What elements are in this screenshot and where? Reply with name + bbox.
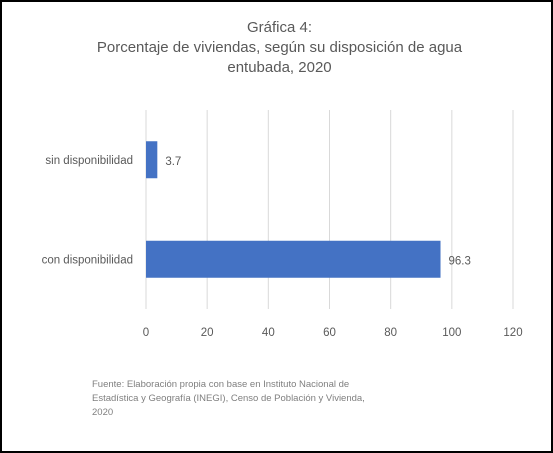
source-line-1: Fuente: Elaboración propia con base en I… [92,379,350,390]
data-label-1: 96.3 [449,255,471,267]
bar-0 [146,141,158,179]
x-tick-label-0: 0 [143,327,149,339]
data-label-0: 3.7 [165,156,181,168]
x-tick-label-6: 120 [503,327,522,339]
x-tick-label-2: 40 [262,327,275,339]
chart-title-line-3: entubada, 2020 [227,59,332,76]
x-tick-label-5: 100 [442,327,461,339]
source-note: Fuente: Elaboración propia con base en I… [92,378,482,420]
source-line-2: Estadística y Geografía (INEGI), Censo d… [92,393,365,404]
bar-1 [146,240,441,278]
category-label-1: con disponibilidad [42,254,133,266]
source-line-3: 2020 [92,407,114,418]
category-label-0: sin disponibilidad [45,155,133,167]
x-tick-label-3: 60 [323,327,336,339]
chart-title-line-2: Porcentaje de viviendas, según su dispos… [96,39,463,56]
chart-title: Gráfica 4: Porcentaje de viviendas, segú… [42,18,517,78]
x-tick-label-1: 20 [201,327,214,339]
x-tick-label-4: 80 [384,327,397,339]
chart-title-line-1: Gráfica 4: [246,19,313,36]
